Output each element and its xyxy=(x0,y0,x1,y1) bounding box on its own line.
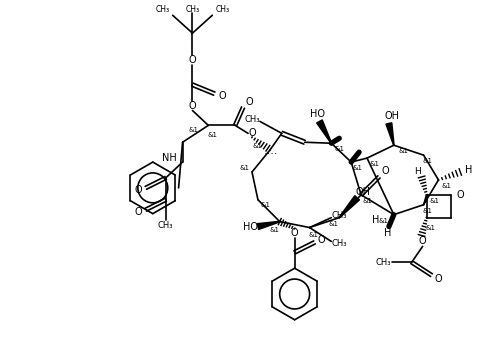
Polygon shape xyxy=(257,221,279,229)
Text: O: O xyxy=(188,100,196,110)
Text: &1: &1 xyxy=(429,198,439,204)
Text: H: H xyxy=(463,165,471,175)
Text: O: O xyxy=(455,190,463,200)
Text: O: O xyxy=(247,128,256,138)
Text: &1: &1 xyxy=(422,158,432,164)
Text: &1: &1 xyxy=(351,165,361,171)
Text: H: H xyxy=(372,215,379,225)
Text: CH₃: CH₃ xyxy=(185,5,199,14)
Text: NH: NH xyxy=(161,153,176,163)
Text: OH: OH xyxy=(355,187,370,197)
Text: &1: &1 xyxy=(261,202,271,208)
Text: ····: ···· xyxy=(264,149,278,159)
Text: H: H xyxy=(383,227,391,237)
Text: H: H xyxy=(413,166,420,176)
Text: &1: &1 xyxy=(188,127,198,133)
Text: O: O xyxy=(317,235,325,246)
Polygon shape xyxy=(316,120,331,143)
Text: &1: &1 xyxy=(328,221,338,227)
Text: &1: &1 xyxy=(207,132,217,138)
Polygon shape xyxy=(338,196,359,218)
Text: O: O xyxy=(244,97,253,107)
Text: O: O xyxy=(218,91,225,100)
Text: O: O xyxy=(188,55,196,65)
Text: &1: &1 xyxy=(440,183,450,189)
Text: CH₃: CH₃ xyxy=(155,5,169,14)
Text: CH₃: CH₃ xyxy=(331,211,346,220)
Text: O: O xyxy=(418,236,425,246)
Text: &1: &1 xyxy=(269,226,279,233)
Text: &1: &1 xyxy=(369,161,379,167)
Text: HO: HO xyxy=(309,109,324,119)
Text: CH₃: CH₃ xyxy=(215,5,229,14)
Text: O: O xyxy=(134,185,141,195)
Text: &1: &1 xyxy=(334,146,344,152)
Text: CH₃: CH₃ xyxy=(331,239,346,248)
Text: O: O xyxy=(290,228,298,238)
Text: &1: &1 xyxy=(361,198,371,204)
Text: &1: &1 xyxy=(425,225,435,230)
Text: CH₃: CH₃ xyxy=(158,221,173,230)
Text: &1: &1 xyxy=(238,165,248,171)
Text: CH₃: CH₃ xyxy=(244,115,259,124)
Text: &1: &1 xyxy=(398,148,408,154)
Text: OH: OH xyxy=(384,111,399,121)
Text: &1: &1 xyxy=(378,217,388,224)
Text: &1: &1 xyxy=(422,208,432,214)
Text: O: O xyxy=(434,274,441,284)
Text: &1: &1 xyxy=(253,143,263,149)
Text: O: O xyxy=(134,207,141,217)
Polygon shape xyxy=(385,123,393,145)
Text: O: O xyxy=(380,166,388,176)
Text: HO: HO xyxy=(242,222,257,232)
Text: CH₃: CH₃ xyxy=(374,258,390,267)
Text: &1: &1 xyxy=(308,233,318,238)
